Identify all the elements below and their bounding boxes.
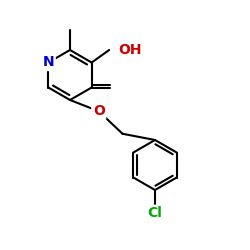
Text: N: N — [42, 56, 54, 70]
Text: O: O — [93, 104, 105, 118]
Text: OH: OH — [118, 43, 142, 57]
Text: Cl: Cl — [148, 206, 162, 220]
